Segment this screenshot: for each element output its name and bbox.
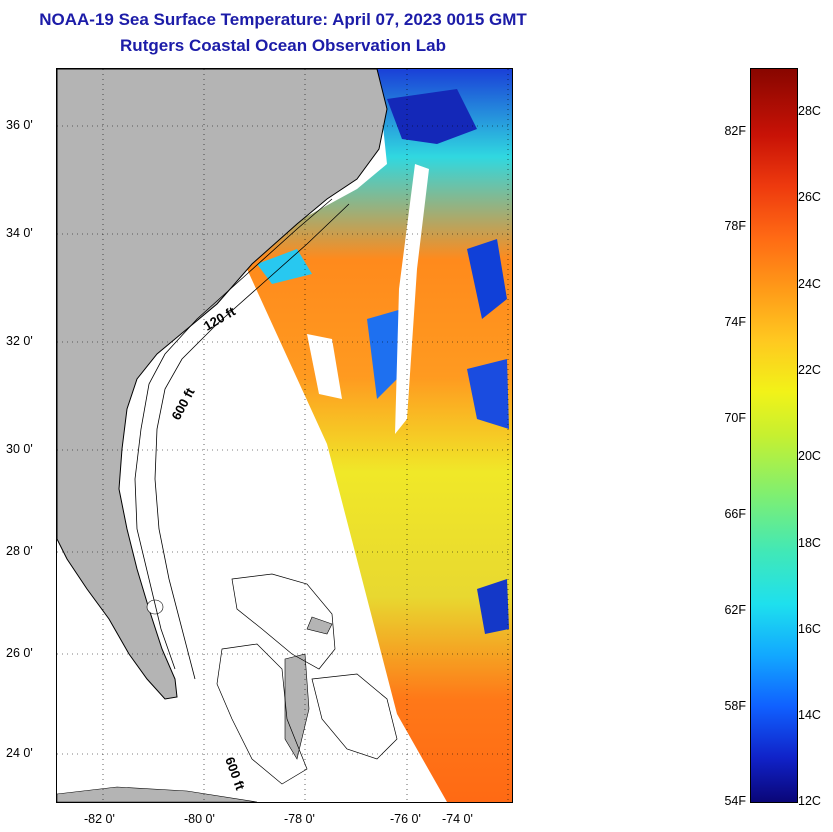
colorbar-c-label: 22C bbox=[798, 363, 821, 377]
contour-bahamas bbox=[216, 643, 308, 785]
contour-bahamas bbox=[231, 573, 336, 670]
colorbar-f-label: 70F bbox=[724, 411, 746, 425]
lat-label: 32 0' bbox=[6, 334, 33, 348]
lat-label: 28 0' bbox=[6, 544, 33, 558]
colorbar-f-label: 66F bbox=[724, 507, 746, 521]
contour-120ft bbox=[134, 198, 333, 670]
graticule bbox=[57, 69, 512, 802]
colorbar-c-label: 18C bbox=[798, 536, 821, 550]
lat-label: 30 0' bbox=[6, 442, 33, 456]
colorbar-f-label: 58F bbox=[724, 699, 746, 713]
land-bahamas bbox=[306, 616, 333, 635]
colorbar-c-label: 14C bbox=[798, 708, 821, 722]
contour-label: 600 ft bbox=[222, 755, 248, 793]
colorbar-f-label: 82F bbox=[724, 124, 746, 138]
colorbar-f-label: 62F bbox=[724, 603, 746, 617]
sst-swath bbox=[247, 69, 512, 802]
no-data-patch bbox=[307, 334, 342, 399]
colorbar-c-label: 24C bbox=[798, 277, 821, 291]
colorbar-c-label: 28C bbox=[798, 104, 821, 118]
lat-label: 36 0' bbox=[6, 118, 33, 132]
lat-label: 34 0' bbox=[6, 226, 33, 240]
contour-600ft bbox=[154, 203, 350, 680]
lat-label: 26 0' bbox=[6, 646, 33, 660]
temperature-colorbar bbox=[750, 68, 798, 803]
cold-patch bbox=[387, 89, 477, 144]
colorbar-c-label: 26C bbox=[798, 190, 821, 204]
sst-map-canvas: 120 ft 600 ft 600 ft bbox=[57, 69, 512, 802]
lon-label: -82 0' bbox=[84, 812, 115, 826]
contour-bahamas bbox=[311, 673, 398, 760]
cold-patch bbox=[467, 359, 509, 429]
land-mainland bbox=[57, 69, 388, 700]
lon-label: -76 0' bbox=[390, 812, 421, 826]
colorbar-f-label: 78F bbox=[724, 219, 746, 233]
map-subtitle: Rutgers Coastal Ocean Observation Lab bbox=[120, 36, 446, 55]
land-cuba bbox=[57, 786, 258, 802]
cold-patch bbox=[257, 249, 312, 284]
colorbar-f-label: 54F bbox=[724, 794, 746, 808]
colorbar-c-label: 16C bbox=[798, 622, 821, 636]
sst-map: 120 ft 600 ft 600 ft bbox=[56, 68, 513, 803]
cold-patch bbox=[477, 579, 509, 634]
lon-label: -78 0' bbox=[284, 812, 315, 826]
lat-label: 24 0' bbox=[6, 746, 33, 760]
map-title: NOAA-19 Sea Surface Temperature: April 0… bbox=[39, 10, 527, 29]
colorbar-f-label: 74F bbox=[724, 315, 746, 329]
contour-label: 600 ft bbox=[168, 385, 198, 423]
lake-okeechobee bbox=[146, 599, 164, 615]
lon-label: -80 0' bbox=[184, 812, 215, 826]
lon-label: -74 0' bbox=[442, 812, 473, 826]
colorbar-c-label: 20C bbox=[798, 449, 821, 463]
cold-patch bbox=[467, 239, 507, 319]
no-data-streak bbox=[395, 164, 429, 434]
land-bahamas bbox=[284, 653, 310, 760]
colorbar-c-label: 12C bbox=[798, 794, 821, 808]
